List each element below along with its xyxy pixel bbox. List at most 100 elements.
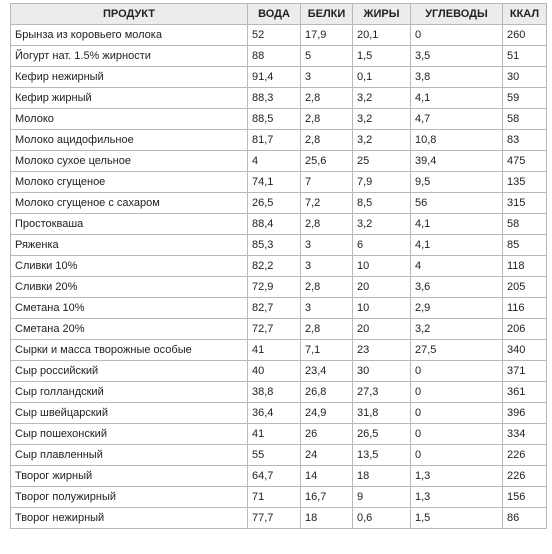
product-cell: Кефир жирный xyxy=(10,87,248,109)
value-cell: 3,8 xyxy=(410,66,503,88)
product-cell: Творог полужирный xyxy=(10,486,248,508)
product-cell: Сливки 20% xyxy=(10,276,248,298)
table-row: Сметана 20% 72,7 2,8 20 3,2 206 xyxy=(10,318,547,340)
product-cell: Кефир нежирный xyxy=(10,66,248,88)
value-cell: 64,7 xyxy=(247,465,301,487)
value-cell: 18 xyxy=(300,507,353,529)
value-cell: 3,2 xyxy=(410,318,503,340)
value-cell: 2,8 xyxy=(300,213,353,235)
value-cell: 7,9 xyxy=(352,171,411,193)
value-cell: 30 xyxy=(502,66,547,88)
value-cell: 9 xyxy=(352,486,411,508)
value-cell: 1,5 xyxy=(352,45,411,67)
value-cell: 52 xyxy=(247,24,301,46)
value-cell: 88,3 xyxy=(247,87,301,109)
value-cell: 72,9 xyxy=(247,276,301,298)
value-cell: 118 xyxy=(502,255,547,277)
value-cell: 135 xyxy=(502,171,547,193)
value-cell: 26,5 xyxy=(247,192,301,214)
product-cell: Простокваша xyxy=(10,213,248,235)
product-cell: Йогурт нат. 1.5% жирности xyxy=(10,45,248,67)
table-row: Сыр российский 40 23,4 30 0 371 xyxy=(10,360,547,382)
value-cell: 8,5 xyxy=(352,192,411,214)
value-cell: 2,9 xyxy=(410,297,503,319)
value-cell: 16,7 xyxy=(300,486,353,508)
value-cell: 3,2 xyxy=(352,108,411,130)
header-cell: БЕЛКИ xyxy=(300,3,353,25)
value-cell: 81,7 xyxy=(247,129,301,151)
value-cell: 41 xyxy=(247,339,301,361)
value-cell: 88,5 xyxy=(247,108,301,130)
value-cell: 74,1 xyxy=(247,171,301,193)
product-cell: Сырки и масса творожные особые xyxy=(10,339,248,361)
value-cell: 17,9 xyxy=(300,24,353,46)
value-cell: 7,2 xyxy=(300,192,353,214)
table-row: Сливки 10% 82,2 3 10 4 118 xyxy=(10,255,547,277)
value-cell: 26 xyxy=(300,423,353,445)
value-cell: 226 xyxy=(502,465,547,487)
value-cell: 371 xyxy=(502,360,547,382)
value-cell: 58 xyxy=(502,108,547,130)
value-cell: 4,1 xyxy=(410,87,503,109)
value-cell: 0 xyxy=(410,444,503,466)
value-cell: 18 xyxy=(352,465,411,487)
value-cell: 40 xyxy=(247,360,301,382)
value-cell: 91,4 xyxy=(247,66,301,88)
value-cell: 10 xyxy=(352,297,411,319)
value-cell: 4 xyxy=(410,255,503,277)
value-cell: 25 xyxy=(352,150,411,172)
value-cell: 20 xyxy=(352,318,411,340)
table-row: Молоко сухое цельное 4 25,6 25 39,4 475 xyxy=(10,150,547,172)
value-cell: 0 xyxy=(410,24,503,46)
table-head: ПРОДУКТ ВОДА БЕЛКИ ЖИРЫ УГЛЕВОДЫ ККАЛ xyxy=(10,3,547,25)
value-cell: 475 xyxy=(502,150,547,172)
value-cell: 2,8 xyxy=(300,129,353,151)
value-cell: 3,2 xyxy=(352,87,411,109)
value-cell: 0 xyxy=(410,381,503,403)
value-cell: 0,6 xyxy=(352,507,411,529)
value-cell: 24,9 xyxy=(300,402,353,424)
table-row: Молоко сгущеное 74,1 7 7,9 9,5 135 xyxy=(10,171,547,193)
value-cell: 27,5 xyxy=(410,339,503,361)
product-cell: Сливки 10% xyxy=(10,255,248,277)
table-row: Сметана 10% 82,7 3 10 2,9 116 xyxy=(10,297,547,319)
value-cell: 51 xyxy=(502,45,547,67)
value-cell: 3 xyxy=(300,234,353,256)
product-cell: Молоко сгущеное с сахаром xyxy=(10,192,248,214)
value-cell: 5 xyxy=(300,45,353,67)
table-row: Сыр швейцарский 36,4 24,9 31,8 0 396 xyxy=(10,402,547,424)
value-cell: 2,8 xyxy=(300,87,353,109)
value-cell: 7 xyxy=(300,171,353,193)
header-cell: ВОДА xyxy=(247,3,301,25)
value-cell: 39,4 xyxy=(410,150,503,172)
value-cell: 55 xyxy=(247,444,301,466)
header-cell: ККАЛ xyxy=(502,3,547,25)
value-cell: 26,8 xyxy=(300,381,353,403)
value-cell: 10,8 xyxy=(410,129,503,151)
product-cell: Творог жирный xyxy=(10,465,248,487)
table-row: Творог нежирный 77,7 18 0,6 1,5 86 xyxy=(10,507,547,529)
product-cell: Брынза из коровьего молока xyxy=(10,24,248,46)
value-cell: 56 xyxy=(410,192,503,214)
product-cell: Сметана 10% xyxy=(10,297,248,319)
value-cell: 83 xyxy=(502,129,547,151)
value-cell: 361 xyxy=(502,381,547,403)
value-cell: 88 xyxy=(247,45,301,67)
value-cell: 1,5 xyxy=(410,507,503,529)
product-cell: Молоко сгущеное xyxy=(10,171,248,193)
table-row: Кефир нежирный 91,4 3 0,1 3,8 30 xyxy=(10,66,547,88)
product-cell: Творог нежирный xyxy=(10,507,248,529)
value-cell: 30 xyxy=(352,360,411,382)
value-cell: 24 xyxy=(300,444,353,466)
table-row: Брынза из коровьего молока 52 17,9 20,1 0 260 xyxy=(10,24,547,46)
value-cell: 2,8 xyxy=(300,318,353,340)
value-cell: 25,6 xyxy=(300,150,353,172)
table-row: Молоко ацидофильное 81,7 2,8 3,2 10,8 83 xyxy=(10,129,547,151)
value-cell: 226 xyxy=(502,444,547,466)
table-row: Молоко 88,5 2,8 3,2 4,7 58 xyxy=(10,108,547,130)
value-cell: 9,5 xyxy=(410,171,503,193)
value-cell: 20 xyxy=(352,276,411,298)
product-cell: Сыр голландский xyxy=(10,381,248,403)
